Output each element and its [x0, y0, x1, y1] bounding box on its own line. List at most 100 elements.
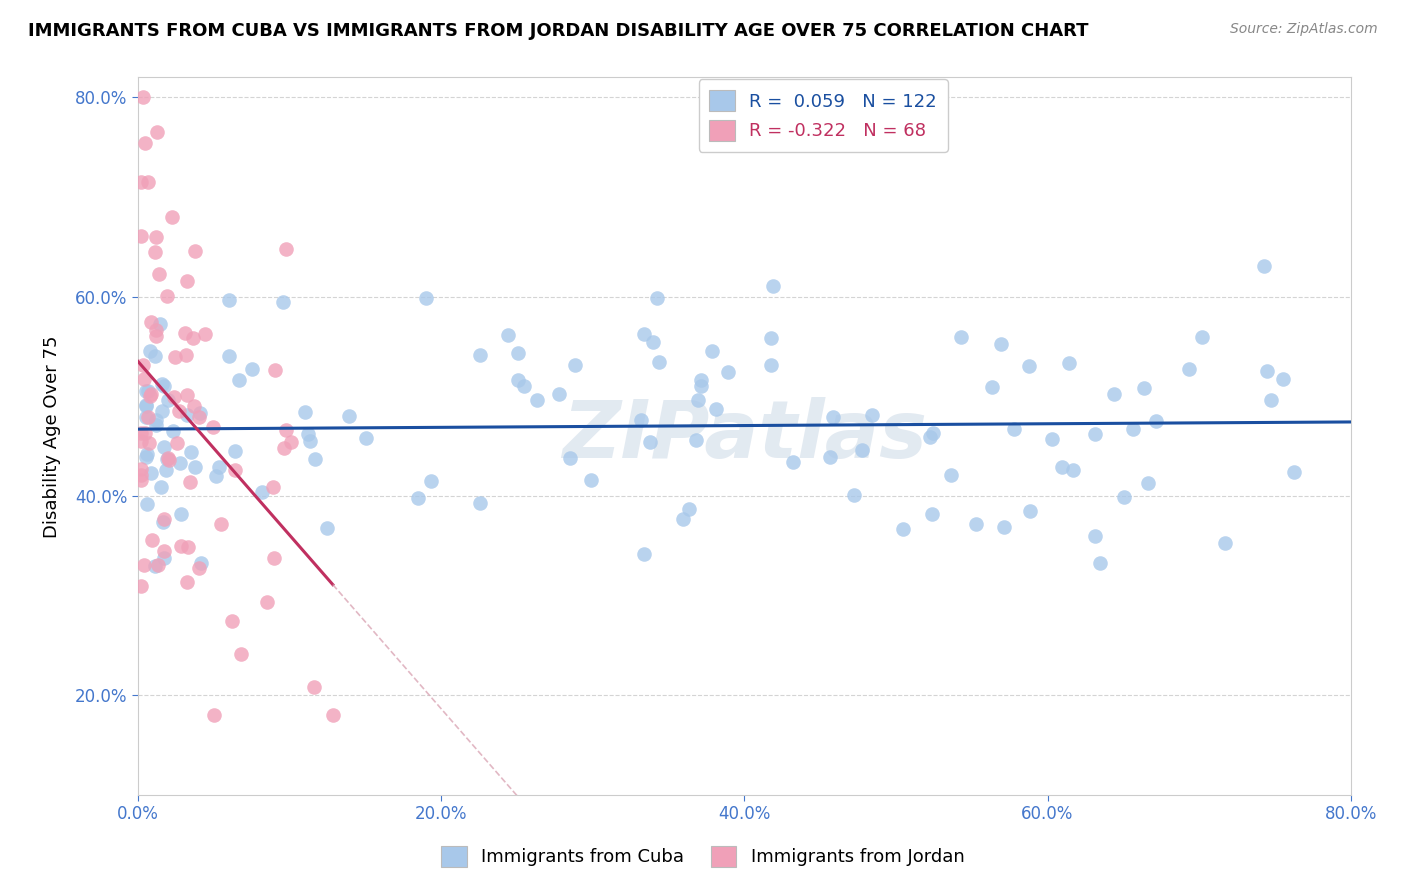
Point [143, 349, 166, 363]
Point [145, 417, 167, 432]
Legend: R =  0.059   N = 122, R = -0.322   N = 68: R = 0.059 N = 122, R = -0.322 N = 68 [699, 79, 948, 152]
Point [647, 291, 669, 305]
Point [1260, 392, 1282, 407]
Point [153, 378, 176, 392]
Point [134, 399, 156, 413]
Point [174, 326, 197, 341]
Point [704, 402, 727, 417]
Point [1256, 364, 1278, 378]
Point [993, 520, 1015, 534]
Point [224, 444, 246, 458]
Point [678, 502, 700, 516]
Point [162, 390, 184, 404]
Point [965, 517, 987, 532]
Point [406, 491, 429, 505]
Point [221, 614, 243, 628]
Point [1271, 372, 1294, 386]
Point [135, 497, 157, 511]
Point [700, 344, 723, 359]
Point [1018, 359, 1040, 374]
Point [1084, 529, 1107, 543]
Point [685, 434, 707, 448]
Point [157, 393, 180, 408]
Point [920, 430, 942, 444]
Text: ZIPatlas: ZIPatlas [562, 397, 927, 475]
Point [141, 387, 163, 401]
Point [153, 440, 176, 454]
Point [157, 452, 180, 467]
Point [134, 409, 156, 424]
Text: Source: ZipAtlas.com: Source: ZipAtlas.com [1230, 22, 1378, 37]
Point [1213, 536, 1236, 550]
Point [153, 544, 176, 558]
Point [860, 409, 883, 423]
Point [188, 406, 211, 420]
Point [1191, 330, 1213, 344]
Point [633, 327, 655, 342]
Point [136, 447, 159, 461]
Point [821, 409, 844, 424]
Point [949, 330, 972, 344]
Point [276, 423, 298, 437]
Point [648, 355, 671, 369]
Point [139, 315, 162, 329]
Point [129, 467, 152, 482]
Point [1062, 462, 1084, 476]
Point [842, 488, 865, 502]
Point [1133, 381, 1156, 395]
Point [143, 559, 166, 574]
Point [148, 267, 170, 281]
Point [356, 431, 378, 445]
Point [183, 330, 205, 344]
Point [716, 365, 738, 379]
Point [146, 125, 169, 139]
Point [145, 229, 167, 244]
Point [1253, 259, 1275, 273]
Point [256, 595, 278, 609]
Point [148, 558, 170, 573]
Point [508, 373, 530, 387]
Point [468, 348, 491, 362]
Point [138, 436, 160, 450]
Point [641, 335, 664, 350]
Point [150, 404, 173, 418]
Point [689, 373, 711, 387]
Point [156, 452, 179, 467]
Point [179, 475, 201, 490]
Point [136, 384, 159, 399]
Point [302, 680, 325, 694]
Point [276, 243, 298, 257]
Point [152, 550, 174, 565]
Point [263, 363, 285, 377]
Point [633, 547, 655, 561]
Point [156, 450, 179, 465]
Point [176, 274, 198, 288]
Point [136, 176, 159, 190]
Point [183, 399, 205, 413]
Point [1088, 556, 1111, 570]
Point [208, 459, 231, 474]
Y-axis label: Disability Age Over 75: Disability Age Over 75 [44, 335, 60, 538]
Point [132, 90, 155, 104]
Point [240, 362, 263, 376]
Point [129, 425, 152, 440]
Point [166, 435, 188, 450]
Point [891, 523, 914, 537]
Point [280, 435, 302, 450]
Point [921, 507, 943, 521]
Point [149, 480, 172, 494]
Point [513, 379, 536, 393]
Point [415, 291, 437, 305]
Point [202, 708, 225, 723]
Point [1042, 432, 1064, 446]
Point [150, 376, 173, 391]
Point [818, 450, 841, 464]
Point [689, 379, 711, 393]
Point [136, 409, 159, 424]
Point [134, 136, 156, 150]
Point [129, 579, 152, 593]
Point [762, 278, 785, 293]
Point [229, 647, 252, 661]
Point [498, 327, 520, 342]
Point [638, 435, 661, 450]
